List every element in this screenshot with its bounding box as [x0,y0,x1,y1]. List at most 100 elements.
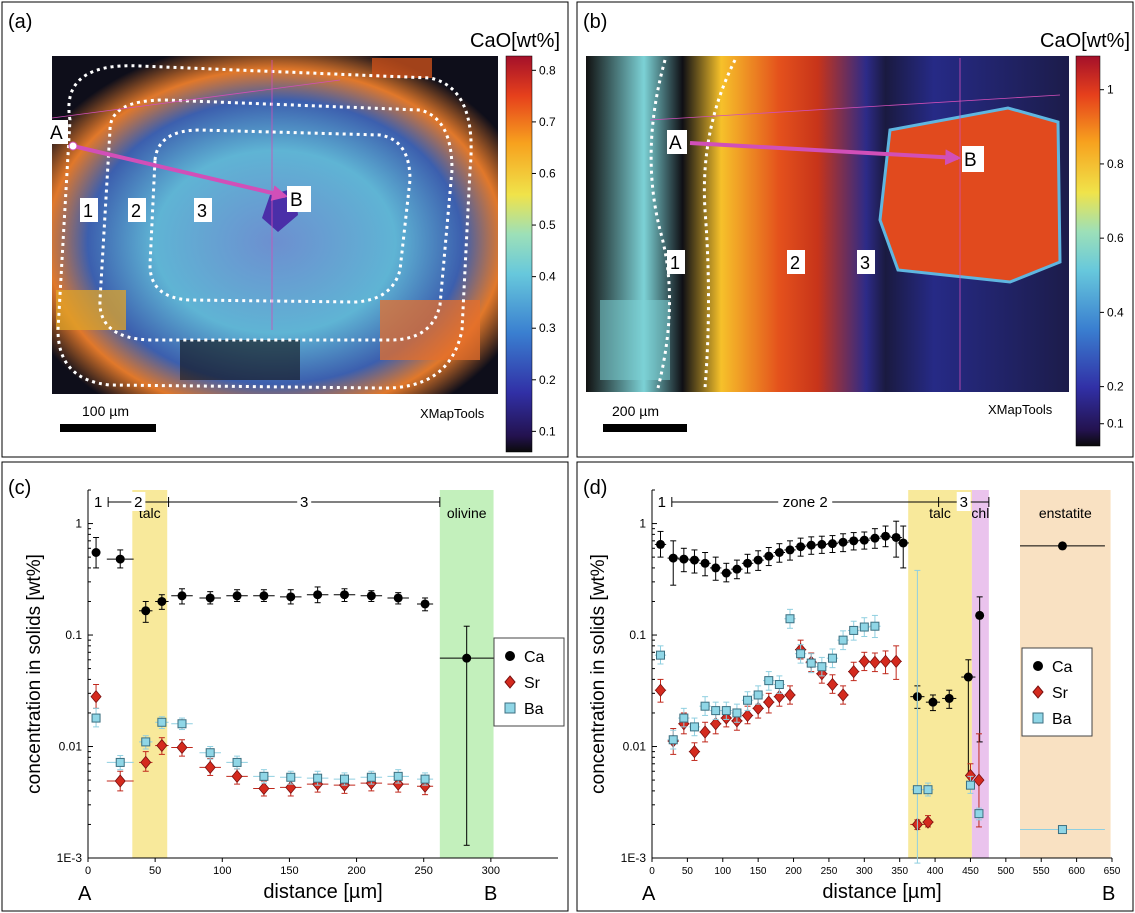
credit-b: XMapTools [988,402,1053,417]
zone-label: 3 [960,494,968,511]
colorbar-tick-label: 0.8 [539,63,556,77]
point-b-label-b: B [964,150,977,171]
data-point-sr [156,738,168,753]
colorbar-title-a: CaO[wt%] [470,30,560,52]
data-point-ba [806,658,816,668]
data-point-ca [115,554,125,564]
zone-label-bg [778,492,833,511]
x-tick-label: 0 [85,865,91,877]
x-tick-label: 250 [415,865,433,877]
data-point-ca [944,693,954,703]
data-point-ba [796,649,806,659]
legend-label-sr: Sr [1052,685,1069,702]
data-point-ca [963,672,973,682]
data-point-ca [393,593,403,603]
data-point-ca [806,540,816,550]
data-point-ba [655,650,665,660]
data-point-ca [898,538,908,548]
data-point-sr [826,677,838,692]
panel-a: (a) A B 1 2 3 100 µm [1,1,569,458]
colorbar-ticks-b: 1 0.8 0.6 0.4 0.2 0.1 [1100,83,1124,431]
colorbar-tick-label: 0.5 [539,218,556,232]
x-axis-label: distance [µm] [263,881,382,903]
x-tick-label: 350 [891,866,908,877]
legend-label-ba: Ba [1052,711,1072,728]
data-point-sr [763,695,775,709]
data-point-sr [90,690,102,704]
data-point-ba [923,785,933,795]
data-point-sr [231,769,243,783]
zone-boundary-mid-a [98,98,454,342]
x-axis-label: distance [µm] [822,881,941,903]
data-point-ca [157,596,167,606]
band-label: enstatite [1039,505,1092,521]
x-start-label: A [642,883,656,905]
data-point-ca [817,539,827,549]
colorbar-ticks-a: 0.8 0.7 0.6 0.5 0.4 0.3 0.2 0.1 [532,63,556,438]
data-point-ba [732,708,742,718]
data-point-ba [859,622,869,632]
x-tick-label: 200 [347,865,365,877]
data-point-ca [881,531,891,541]
colorbar-tick-label: 0.1 [539,424,556,438]
data-point-ba [668,735,678,745]
data-point-ca [732,564,742,574]
y-tick-label: 1 [75,517,82,531]
zone-label-bg [956,492,971,511]
legend-marker-ca [505,651,515,661]
data-point-sr [710,717,722,731]
data-point-ca [339,590,349,600]
data-point-ca [827,539,837,549]
data-point-ba [157,717,167,727]
data-point-ba [1057,825,1067,835]
zone-label: zone 2 [783,494,828,511]
scale-bar-label-a: 100 µm [82,403,129,419]
data-point-ca [796,542,806,552]
x-tick-label: 600 [1068,866,1085,877]
data-point-sr [176,740,188,755]
band-label: chl [971,505,989,521]
data-point-ca [785,545,795,555]
data-point-ba [870,621,880,631]
data-point-ba [827,653,837,663]
data-point-sr [654,683,667,697]
data-point-sr [688,744,700,759]
y-axis-label: concentration in solids [wt%] [24,554,45,794]
zone-label: 1 [658,494,666,511]
legend-label-ca: Ca [524,649,545,666]
colorbar-tick-label: 0.4 [1107,305,1124,319]
data-point-ca [849,536,859,546]
x-tick-label: 300 [482,865,500,877]
zone-label: 1 [94,494,102,511]
colorbar-tick-label: 0.4 [539,270,556,284]
map-a: A B 1 2 3 [48,56,498,394]
data-point-ca [975,610,985,620]
data-point-ca [928,697,938,707]
band-chl [971,490,989,858]
data-point-ca [668,553,678,563]
data-point-sr [114,774,126,788]
data-point-ba [259,771,269,781]
band-label: talc [929,505,951,521]
data-point-ba [91,713,101,723]
data-point-ca [205,593,215,603]
zone-label: 2 [134,494,142,511]
data-point-ba [679,713,689,723]
data-point-ca [700,558,710,568]
point-a-label-b: A [669,133,682,154]
y-tick-label: 0.1 [65,628,82,642]
point-b-label-a: B [290,190,303,211]
scale-bar-a [60,424,156,432]
chart-d: talc chl enstatite 0 50 100 150 200 250 300 350 400… [588,489,1121,905]
data-point-sr [973,773,985,787]
legend-label-ba: Ba [524,701,544,718]
data-point-sr [752,701,764,715]
colorbar-a [505,55,533,453]
data-point-ca [655,539,665,549]
x-tick-label: 550 [1033,866,1050,877]
x-tick-label: 200 [785,866,802,877]
data-point-ba [721,706,731,716]
data-point-ba [974,809,984,819]
